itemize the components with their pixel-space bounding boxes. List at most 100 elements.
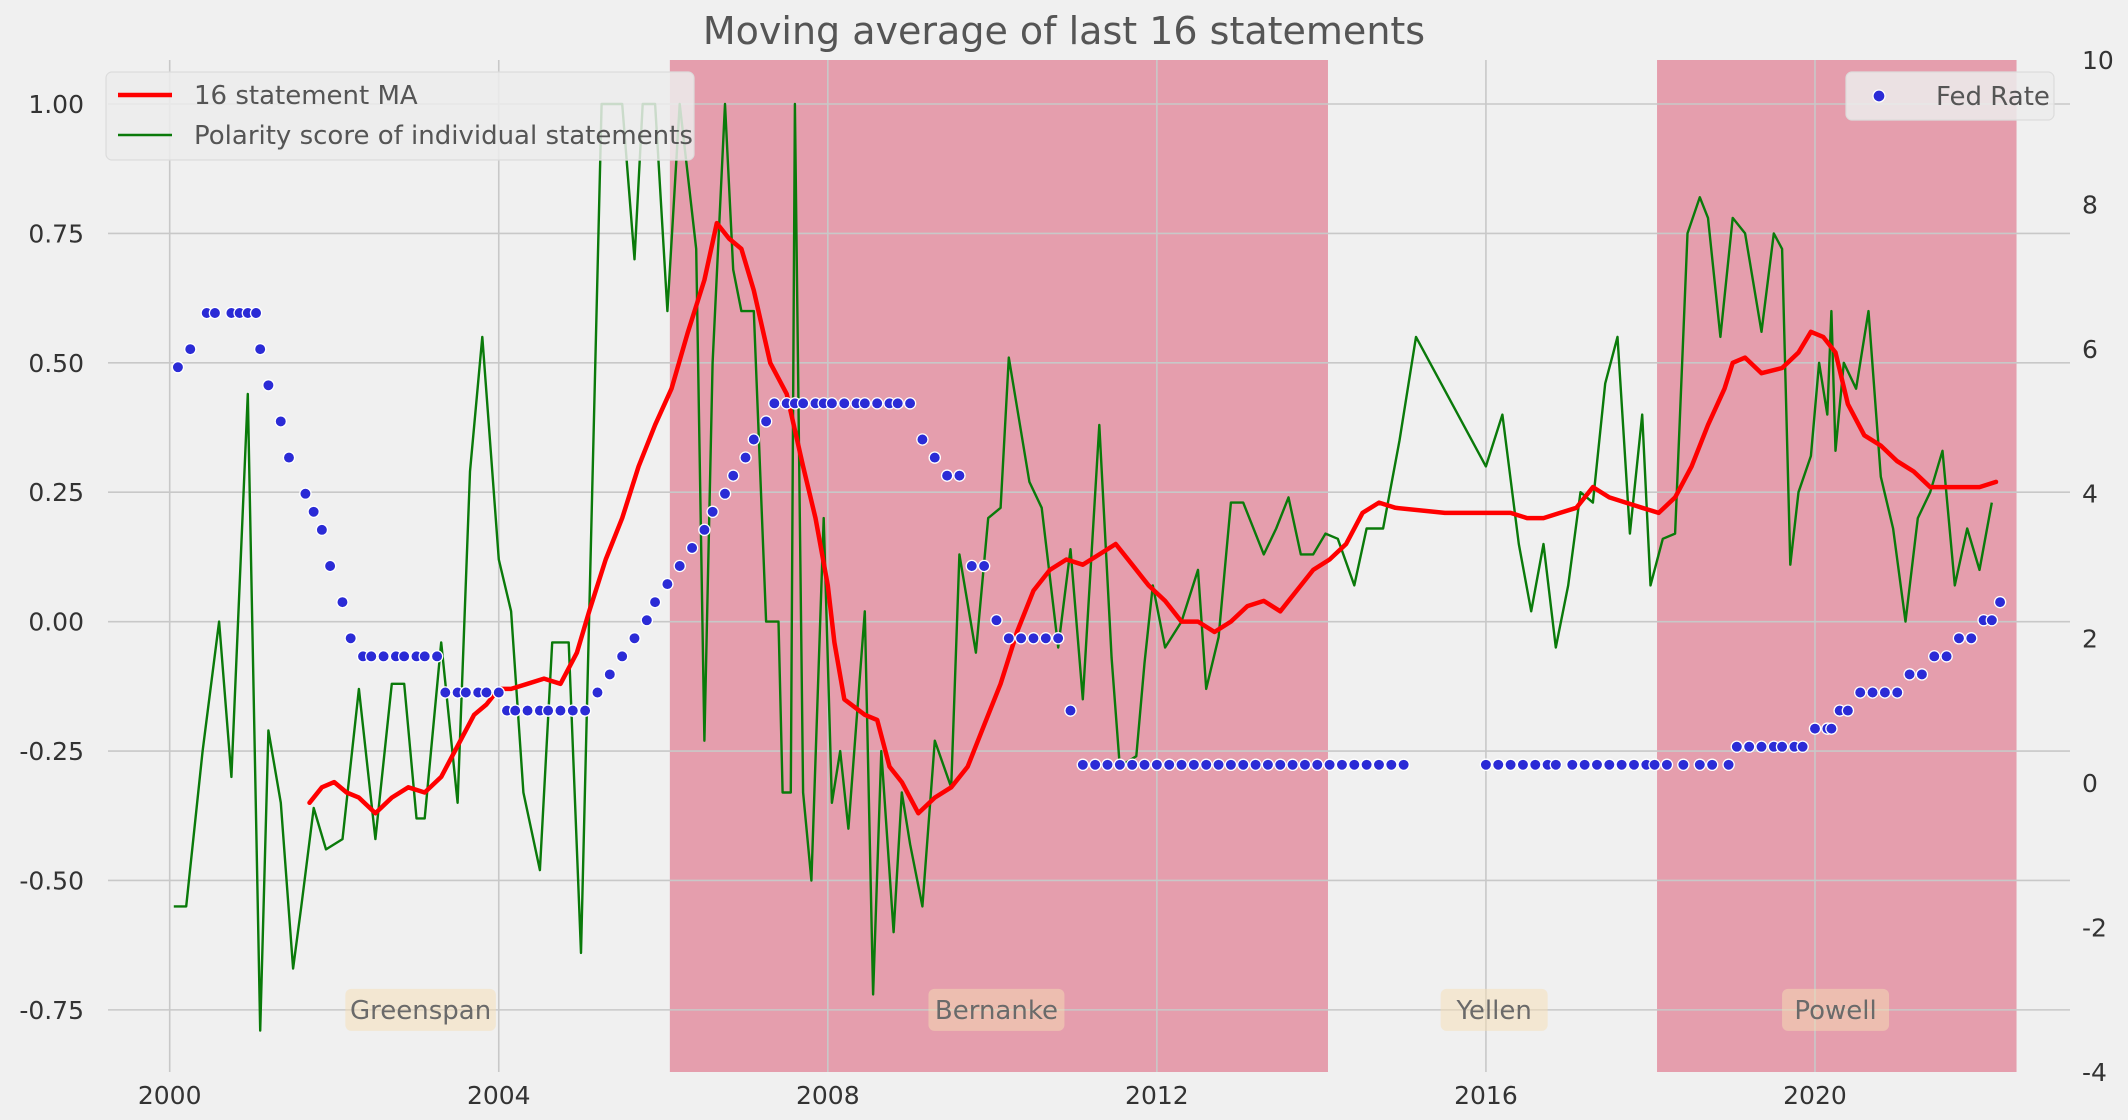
ma-line: [307, 220, 1999, 816]
fed-rate-point: [1504, 758, 1517, 772]
y-tick-label: 1.00: [28, 90, 84, 119]
fed-rate-point: [698, 523, 711, 537]
y2-tick-label: -4: [2082, 1058, 2107, 1087]
fed-rate-point: [903, 397, 917, 410]
fed-rate-point: [640, 613, 654, 627]
fed-rate-point: [492, 686, 506, 699]
fed-rate-point: [796, 397, 810, 410]
fed-rate-point: [1796, 740, 1809, 753]
fed-rate-point: [1236, 758, 1250, 772]
era-labels: Greenspan Bernanke Yellen Powell: [345, 988, 1890, 1031]
fed-rate-point: [1965, 632, 1978, 645]
fed-rate-point: [521, 704, 534, 717]
era-label-box: [928, 988, 1065, 1031]
fed-rate-point: [726, 469, 740, 482]
fed-rate-point: [891, 397, 904, 410]
fed-rate-point: [344, 632, 357, 645]
era-label-box: [1440, 988, 1548, 1031]
fed-rate-point: [1051, 632, 1065, 645]
fed-rate-point: [1549, 758, 1563, 772]
fed-rate-point: [274, 415, 288, 428]
fed-rate-point: [1286, 758, 1299, 772]
era-label: Powell: [1794, 996, 1876, 1026]
x-tick-label: 2020: [1783, 1081, 1847, 1110]
y2-tick-label: -2: [2082, 913, 2107, 942]
fed-rate-point: [1175, 758, 1188, 772]
fed-rate-point: [1648, 758, 1661, 772]
fed-rate-point: [825, 397, 839, 410]
fed-rate-point: [1730, 740, 1744, 753]
era-shading: [669, 60, 2017, 1072]
fed-rate-point: [870, 397, 884, 410]
fed-rate-point: [1385, 758, 1398, 772]
fed-rate-point: [1138, 758, 1151, 772]
x-tick-label: 2000: [138, 1081, 202, 1110]
legend-label: Polarity score of individual statements: [194, 121, 693, 151]
fed-rate-point: [759, 415, 773, 428]
fed-rate-point: [1627, 758, 1641, 772]
legend-right-box: [1845, 71, 2055, 121]
fed-rate-point: [578, 704, 592, 717]
fed-rate-point: [673, 559, 686, 573]
y2-tick-label: 0: [2082, 769, 2098, 798]
fed-rate-point: [1853, 686, 1867, 699]
fed-rate-point: [1335, 758, 1349, 772]
fed-rate-point: [1677, 758, 1690, 772]
fed-rate-point: [171, 360, 185, 374]
fed-rate-point: [706, 505, 719, 519]
fed-rate-point: [661, 577, 674, 591]
fed-rate-point: [1603, 758, 1616, 772]
fed-rate-point: [1578, 758, 1591, 772]
fed-rate-point: [1212, 758, 1225, 772]
fed-rate-point: [1952, 632, 1966, 645]
era-label-box: [345, 988, 496, 1031]
fed-rate-point: [1660, 758, 1674, 772]
legend-label: 16 statement MA: [194, 81, 418, 111]
fed-rate-point: [768, 397, 781, 410]
fed-rate-point: [739, 451, 752, 464]
x-tick-label: 2012: [1125, 1081, 1189, 1110]
fed-rate-point: [480, 686, 493, 699]
fed-rate-point: [1372, 758, 1386, 772]
fed-rate-point: [541, 704, 555, 717]
fed-rate-point: [1298, 758, 1312, 772]
fed-rate-point: [1615, 758, 1628, 772]
fed-rate-point: [1014, 632, 1028, 645]
fed-rate-point: [208, 306, 222, 320]
fed-rate-point: [1915, 668, 1929, 681]
fed-rate-point: [282, 451, 296, 464]
fed-rate-point: [459, 686, 473, 699]
fed-rate-point: [1775, 740, 1789, 753]
y2-tick-label: 4: [2082, 480, 2098, 509]
fed-rate-point: [1360, 758, 1373, 772]
chart-title: Moving average of last 16 statements: [703, 9, 1425, 53]
fed-rate-point: [1742, 740, 1756, 753]
fed-rate-point: [262, 379, 275, 392]
fed-rate-point: [1027, 632, 1040, 645]
legend-right: Fed Rate: [1845, 71, 2055, 121]
fed-rate-point: [1825, 722, 1838, 735]
legend-label: Fed Rate: [1936, 82, 2050, 112]
fed-rate-point: [315, 523, 329, 537]
fed-rate-point: [336, 595, 349, 609]
fed-rate-point: [1903, 668, 1916, 681]
y-tick-label: 0.00: [28, 608, 84, 637]
y2-tick-label: 2: [2082, 624, 2098, 653]
fed-rate-point: [1722, 758, 1735, 772]
y-tick-label: 0.50: [28, 349, 84, 378]
fed-rate-point: [603, 668, 617, 681]
x-tick-label: 2016: [1454, 1081, 1518, 1110]
grid: [108, 60, 2070, 1072]
fed-rate-point: [1985, 613, 1999, 627]
fed-rate-point: [323, 559, 337, 573]
fed-rate-point: [1808, 722, 1822, 735]
fed-rate-point: [1224, 758, 1238, 772]
fed-rate-point: [1076, 758, 1090, 772]
fed-rate-point: [1199, 758, 1213, 772]
fed-rate-point: [648, 595, 662, 609]
fed-rate-point: [990, 613, 1003, 627]
fed-rate-point: [1088, 758, 1102, 772]
x-tick-label: 2008: [796, 1081, 860, 1110]
plot-series: [171, 102, 2007, 1032]
fed-rate-point: [1113, 758, 1127, 772]
